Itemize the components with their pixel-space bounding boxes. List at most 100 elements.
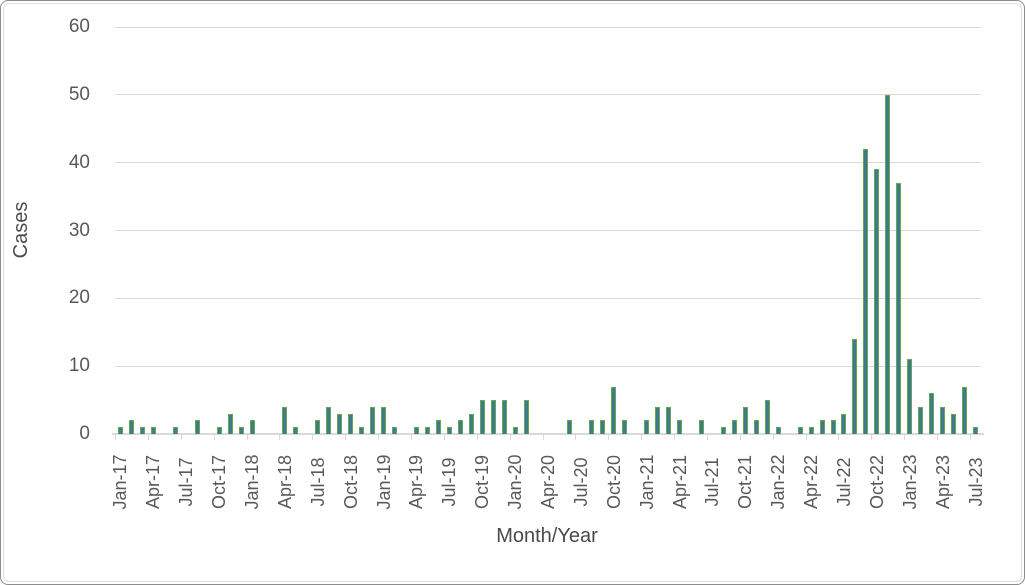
gridline-40 bbox=[115, 162, 981, 164]
gridline-50 bbox=[115, 94, 981, 96]
bar-Jul-22 bbox=[841, 413, 847, 434]
x-axis-tick bbox=[772, 435, 774, 440]
x-axis-tick bbox=[443, 435, 445, 440]
bar-Jan-22 bbox=[775, 427, 781, 434]
x-tick-label: Jul-17 bbox=[176, 457, 197, 507]
bar-Feb-21 bbox=[655, 406, 661, 434]
bar-Aug-19 bbox=[457, 420, 463, 434]
bar-Aug-21 bbox=[720, 427, 726, 434]
bar-Dec-22 bbox=[896, 183, 902, 434]
x-tick-label: Jul-18 bbox=[307, 457, 328, 507]
y-tick-label: 50 bbox=[68, 83, 90, 105]
x-tick-label: Jul-21 bbox=[702, 457, 723, 507]
bar-Jun-17 bbox=[172, 427, 178, 434]
bar-Jul-18 bbox=[315, 420, 321, 434]
bar-Jan-17 bbox=[117, 427, 123, 434]
bar-Feb-23 bbox=[918, 406, 924, 434]
x-axis-tick bbox=[641, 435, 643, 440]
bar-Sep-18 bbox=[337, 413, 343, 434]
bar-Jan-19 bbox=[381, 406, 387, 434]
y-tick-label: 0 bbox=[79, 423, 90, 444]
bar-Mar-17 bbox=[139, 427, 145, 434]
x-tick-label: Apr-17 bbox=[143, 454, 164, 510]
x-tick-label: Jan-17 bbox=[110, 454, 131, 510]
x-axis-tick bbox=[312, 435, 314, 440]
x-axis-tick bbox=[871, 435, 873, 440]
bar-Sep-22 bbox=[863, 149, 869, 434]
x-axis-tick bbox=[970, 435, 972, 440]
bar-Jan-23 bbox=[907, 359, 913, 434]
x-axis-tick bbox=[608, 435, 610, 440]
bar-Oct-18 bbox=[348, 413, 354, 434]
gridline-20 bbox=[115, 297, 981, 299]
y-tick-label: 40 bbox=[68, 151, 90, 173]
bar-Oct-21 bbox=[742, 406, 748, 434]
bar-Jun-23 bbox=[962, 386, 968, 434]
bar-Apr-19 bbox=[413, 427, 419, 434]
bar-Jun-22 bbox=[830, 420, 836, 434]
x-tick-label: Oct-18 bbox=[340, 454, 361, 510]
bar-Sep-21 bbox=[731, 420, 737, 434]
bar-May-18 bbox=[293, 427, 299, 434]
bar-Jun-21 bbox=[698, 420, 704, 434]
x-axis-tick bbox=[509, 435, 511, 440]
bar-Feb-17 bbox=[128, 420, 134, 434]
bar-Mar-21 bbox=[666, 406, 672, 434]
x-axis-tick bbox=[410, 435, 412, 440]
bar-Dec-21 bbox=[764, 400, 770, 434]
x-axis-tick bbox=[805, 435, 807, 440]
x-axis-tick bbox=[115, 435, 116, 440]
x-axis-tick bbox=[345, 435, 347, 440]
x-axis-tick bbox=[476, 435, 478, 440]
x-tick-label: Oct-22 bbox=[866, 454, 887, 510]
x-axis-tick bbox=[937, 435, 939, 440]
bar-Jan-21 bbox=[644, 420, 650, 434]
x-tick-label: Jan-19 bbox=[373, 454, 394, 510]
x-axis-tick bbox=[542, 435, 544, 440]
y-axis-title: Cases bbox=[10, 201, 32, 259]
bar-Aug-20 bbox=[589, 420, 595, 434]
bar-Nov-22 bbox=[885, 94, 891, 434]
bar-Jul-19 bbox=[446, 427, 452, 434]
x-tick-label: Jul-22 bbox=[833, 457, 854, 507]
x-axis-tick bbox=[180, 435, 182, 440]
bar-Sep-20 bbox=[600, 420, 606, 434]
bar-Nov-20 bbox=[622, 420, 628, 434]
bar-Nov-19 bbox=[490, 400, 496, 434]
bar-Dec-19 bbox=[501, 400, 507, 434]
bar-Feb-20 bbox=[523, 400, 529, 434]
gridline-10 bbox=[115, 365, 981, 367]
bar-Jul-23 bbox=[973, 427, 979, 434]
y-tick-label: 30 bbox=[68, 219, 90, 241]
bar-Oct-20 bbox=[611, 386, 617, 434]
bar-Mar-22 bbox=[797, 427, 803, 434]
bar-Aug-17 bbox=[194, 420, 200, 434]
x-axis-tick bbox=[674, 435, 676, 440]
y-tick-label: 10 bbox=[68, 355, 90, 377]
x-tick-label: Oct-21 bbox=[735, 454, 756, 510]
x-axis-tick bbox=[739, 435, 741, 440]
bar-Nov-17 bbox=[227, 413, 233, 434]
bar-Dec-18 bbox=[370, 406, 376, 434]
x-tick-label: Apr-21 bbox=[669, 454, 690, 510]
bar-May-19 bbox=[424, 427, 430, 434]
bar-Aug-22 bbox=[852, 339, 858, 434]
gridline-60 bbox=[115, 26, 981, 28]
x-tick-label: Apr-19 bbox=[406, 454, 427, 510]
gridline-30 bbox=[115, 230, 981, 231]
bar-Jun-20 bbox=[567, 420, 573, 434]
bar-Sep-19 bbox=[468, 413, 474, 434]
bar-Apr-17 bbox=[150, 427, 156, 434]
x-tick-label: Apr-23 bbox=[932, 454, 953, 510]
x-axis-tick bbox=[246, 435, 248, 440]
x-axis-tick bbox=[279, 435, 281, 440]
bar-Feb-19 bbox=[392, 427, 398, 434]
bar-Nov-21 bbox=[753, 420, 759, 434]
x-axis-tick bbox=[904, 435, 906, 440]
bar-Oct-17 bbox=[216, 427, 222, 434]
bar-Apr-23 bbox=[940, 406, 946, 434]
x-axis-tick bbox=[213, 435, 215, 440]
x-axis-tick bbox=[838, 435, 840, 440]
bar-May-23 bbox=[951, 413, 957, 434]
